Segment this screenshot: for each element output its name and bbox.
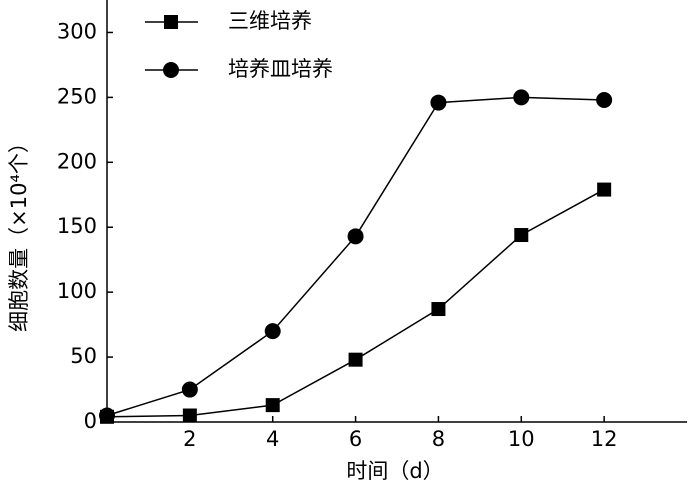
x-tick-label: 6	[349, 427, 362, 451]
y-tick-label: 50	[70, 344, 97, 368]
x-axis-label: 时间（d）	[346, 459, 443, 483]
y-tick-label: 200	[57, 149, 97, 173]
data-point	[264, 323, 281, 340]
series-line	[106, 96, 605, 417]
data-point	[596, 91, 613, 108]
data-point	[347, 228, 364, 245]
series-line	[106, 188, 605, 418]
y-axis-label: 细胞数量（×10⁴个）	[7, 132, 31, 332]
y-tick-label: 0	[84, 409, 97, 433]
x-tick-label: 4	[266, 427, 279, 451]
y-tick-label: 250	[57, 84, 97, 108]
y-tick-label: 150	[57, 214, 97, 238]
x-tick-label: 2	[183, 427, 196, 451]
data-point	[99, 407, 115, 424]
y-tick-label: 300	[57, 19, 97, 43]
data-point	[182, 408, 197, 423]
data-point	[430, 94, 447, 111]
legend-marker	[164, 15, 178, 29]
x-tick-label: 8	[432, 427, 445, 451]
y-tick-label: 100	[57, 279, 97, 303]
x-tick-label: 10	[508, 427, 535, 451]
x-tick-label: 12	[591, 427, 618, 451]
data-point	[597, 182, 612, 197]
data-point	[514, 228, 529, 243]
data-point	[265, 398, 280, 413]
data-point	[348, 352, 363, 367]
legend-marker	[163, 62, 179, 78]
legend-label: 培养皿培养	[228, 57, 333, 81]
data-point	[431, 302, 446, 317]
legend-label: 三维培养	[228, 9, 312, 33]
data-point	[181, 381, 198, 398]
data-point	[513, 89, 530, 106]
